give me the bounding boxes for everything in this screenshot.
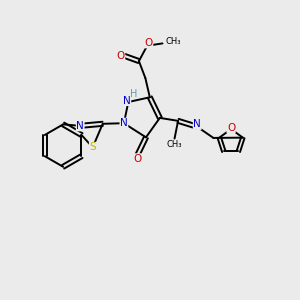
Text: O: O (145, 38, 153, 48)
Text: N: N (120, 118, 128, 128)
Text: N: N (123, 95, 131, 106)
Text: O: O (116, 51, 125, 61)
Text: O: O (134, 154, 142, 164)
Text: CH₃: CH₃ (167, 140, 182, 149)
Text: O: O (227, 123, 235, 133)
Text: S: S (89, 142, 96, 152)
Text: H: H (130, 89, 137, 99)
Text: CH₃: CH₃ (166, 37, 182, 46)
Text: N: N (193, 119, 201, 129)
Text: N: N (76, 121, 84, 131)
